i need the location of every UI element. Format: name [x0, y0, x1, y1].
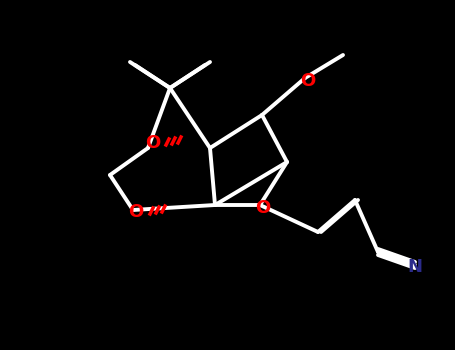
Text: O: O [300, 72, 316, 90]
Text: O: O [255, 199, 271, 217]
Text: O: O [128, 203, 144, 221]
Text: N: N [408, 258, 423, 276]
Text: O: O [146, 134, 161, 152]
